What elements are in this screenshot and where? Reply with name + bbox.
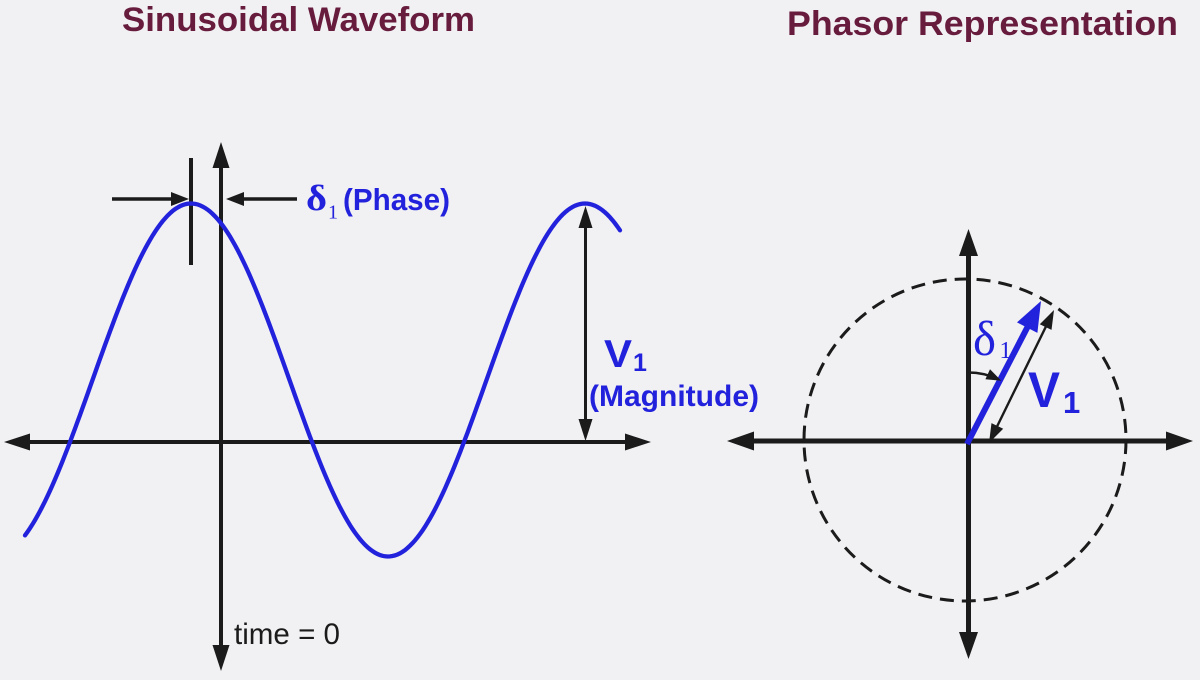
- svg-text:Sinusoidal Waveform: Sinusoidal Waveform: [122, 1, 475, 39]
- svg-text:1: 1: [1063, 385, 1080, 420]
- svg-text:Phasor Representation: Phasor Representation: [787, 5, 1178, 43]
- svg-text:time = 0: time = 0: [234, 618, 340, 651]
- svg-text:δ: δ: [973, 311, 996, 366]
- svg-text:δ: δ: [306, 178, 327, 218]
- svg-text:1: 1: [1000, 338, 1012, 364]
- svg-text:V: V: [1028, 362, 1061, 418]
- svg-text:V: V: [604, 333, 632, 376]
- svg-text:(Phase): (Phase): [343, 182, 450, 217]
- svg-text:1: 1: [633, 349, 647, 377]
- svg-text:(Magnitude): (Magnitude): [589, 380, 759, 413]
- svg-text:1: 1: [328, 202, 338, 224]
